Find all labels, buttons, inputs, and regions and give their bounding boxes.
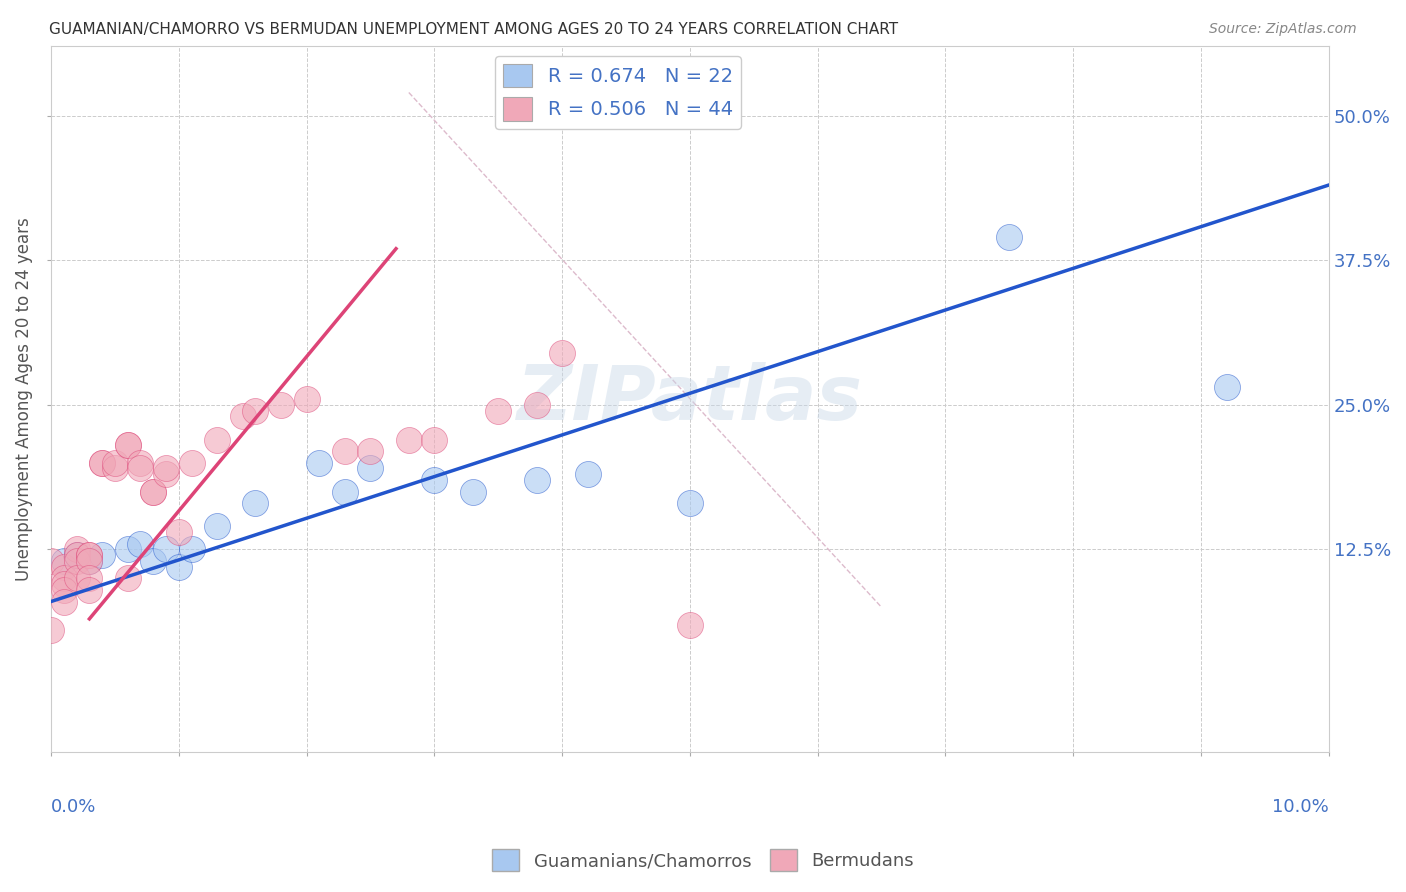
Point	[1215, 380, 1237, 394]
Point	[129, 461, 152, 475]
Text: GUAMANIAN/CHAMORRO VS BERMUDAN UNEMPLOYMENT AMONG AGES 20 TO 24 YEARS CORRELATIO: GUAMANIAN/CHAMORRO VS BERMUDAN UNEMPLOYM…	[49, 22, 898, 37]
Point	[679, 617, 702, 632]
Point	[117, 438, 139, 452]
Point	[104, 456, 127, 470]
Point	[79, 554, 101, 568]
Text: 0.0%: 0.0%	[51, 797, 97, 816]
Point	[79, 571, 101, 585]
Point	[117, 438, 139, 452]
Point	[155, 461, 177, 475]
Point	[52, 559, 75, 574]
Point	[333, 444, 356, 458]
Point	[423, 433, 446, 447]
Point	[360, 461, 382, 475]
Legend: Guamanians/Chamorros, Bermudans: Guamanians/Chamorros, Bermudans	[485, 842, 921, 879]
Text: Source: ZipAtlas.com: Source: ZipAtlas.com	[1209, 22, 1357, 37]
Point	[79, 548, 101, 562]
Point	[232, 409, 254, 424]
Point	[998, 230, 1021, 244]
Point	[205, 433, 228, 447]
Point	[461, 484, 484, 499]
Point	[129, 456, 152, 470]
Point	[423, 473, 446, 487]
Point	[79, 582, 101, 597]
Point	[142, 554, 165, 568]
Point	[155, 542, 177, 557]
Point	[295, 392, 318, 406]
Point	[52, 594, 75, 608]
Point	[576, 467, 599, 482]
Point	[180, 456, 202, 470]
Point	[39, 554, 62, 568]
Point	[65, 548, 87, 562]
Point	[52, 577, 75, 591]
Point	[551, 346, 574, 360]
Point	[333, 484, 356, 499]
Point	[270, 398, 292, 412]
Point	[167, 559, 190, 574]
Point	[104, 461, 127, 475]
Point	[526, 398, 548, 412]
Point	[52, 582, 75, 597]
Point	[79, 554, 101, 568]
Point	[65, 542, 87, 557]
Point	[308, 456, 330, 470]
Text: 10.0%: 10.0%	[1272, 797, 1329, 816]
Point	[360, 444, 382, 458]
Point	[679, 496, 702, 510]
Text: ZIPatlas: ZIPatlas	[517, 362, 863, 436]
Point	[245, 403, 267, 417]
Point	[79, 548, 101, 562]
Point	[205, 519, 228, 533]
Point	[117, 542, 139, 557]
Y-axis label: Unemployment Among Ages 20 to 24 years: Unemployment Among Ages 20 to 24 years	[15, 217, 32, 581]
Point	[526, 473, 548, 487]
Point	[117, 571, 139, 585]
Point	[65, 554, 87, 568]
Point	[52, 554, 75, 568]
Point	[142, 484, 165, 499]
Point	[142, 484, 165, 499]
Point	[91, 456, 114, 470]
Point	[180, 542, 202, 557]
Point	[91, 456, 114, 470]
Point	[167, 525, 190, 540]
Legend: R = 0.674   N = 22, R = 0.506   N = 44: R = 0.674 N = 22, R = 0.506 N = 44	[495, 56, 741, 128]
Point	[39, 624, 62, 638]
Point	[129, 537, 152, 551]
Point	[65, 571, 87, 585]
Point	[65, 548, 87, 562]
Point	[398, 433, 420, 447]
Point	[155, 467, 177, 482]
Point	[52, 571, 75, 585]
Point	[245, 496, 267, 510]
Point	[486, 403, 509, 417]
Point	[91, 548, 114, 562]
